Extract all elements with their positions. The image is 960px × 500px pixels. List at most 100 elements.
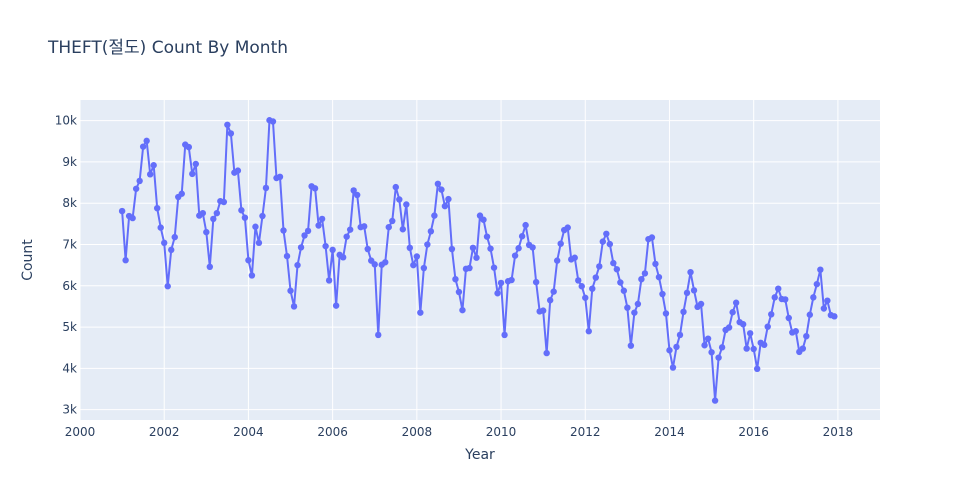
data-point[interactable] <box>669 364 677 371</box>
data-point[interactable] <box>792 328 799 335</box>
data-point[interactable] <box>339 254 347 261</box>
data-point[interactable] <box>564 224 571 231</box>
data-point[interactable] <box>711 397 719 404</box>
data-point[interactable] <box>455 288 463 296</box>
data-point[interactable] <box>420 264 428 272</box>
data-point[interactable] <box>259 212 266 220</box>
data-point[interactable] <box>361 223 368 230</box>
data-point[interactable] <box>578 283 585 290</box>
data-point[interactable] <box>161 239 168 247</box>
data-point[interactable] <box>146 171 154 178</box>
data-point[interactable] <box>585 328 592 335</box>
data-point[interactable] <box>648 234 656 241</box>
data-point[interactable] <box>539 307 547 314</box>
data-point[interactable] <box>346 226 354 233</box>
data-point[interactable] <box>297 244 305 251</box>
data-point[interactable] <box>768 311 775 318</box>
data-point[interactable] <box>518 233 526 240</box>
data-point[interactable] <box>732 299 740 306</box>
data-point[interactable] <box>655 273 663 281</box>
data-point[interactable] <box>227 130 235 137</box>
data-point[interactable] <box>371 261 378 268</box>
data-point[interactable] <box>139 143 147 150</box>
data-point[interactable] <box>441 202 449 210</box>
data-point[interactable] <box>213 209 221 217</box>
data-point[interactable] <box>571 254 578 261</box>
data-point[interactable] <box>641 270 649 277</box>
data-point[interactable] <box>817 266 824 273</box>
data-point[interactable] <box>546 297 554 304</box>
data-point[interactable] <box>725 324 733 331</box>
data-point[interactable] <box>392 183 399 191</box>
data-point[interactable] <box>803 332 810 340</box>
data-point[interactable] <box>143 137 150 145</box>
data-point[interactable] <box>662 310 670 317</box>
data-point[interactable] <box>417 309 424 316</box>
data-point[interactable] <box>248 272 256 279</box>
data-point[interactable] <box>210 215 217 223</box>
data-point[interactable] <box>434 180 442 188</box>
data-point[interactable] <box>382 259 389 266</box>
data-point[interactable] <box>746 330 754 337</box>
data-point[interactable] <box>715 354 722 361</box>
data-point[interactable] <box>189 170 196 178</box>
data-point[interactable] <box>290 303 298 310</box>
data-point[interactable] <box>831 313 838 320</box>
data-point[interactable] <box>575 277 582 284</box>
data-point[interactable] <box>673 343 680 351</box>
data-point[interactable] <box>683 289 691 297</box>
data-point[interactable] <box>224 121 231 128</box>
data-point[interactable] <box>680 308 687 316</box>
data-point[interactable] <box>375 331 382 339</box>
data-point[interactable] <box>652 260 659 268</box>
data-point[interactable] <box>483 233 491 240</box>
data-point[interactable] <box>431 212 438 219</box>
data-point[interactable] <box>490 264 498 271</box>
data-point[interactable] <box>287 287 294 294</box>
data-point[interactable] <box>276 173 284 180</box>
data-point[interactable] <box>515 245 522 252</box>
data-point[interactable] <box>469 244 477 252</box>
data-point[interactable] <box>396 196 403 203</box>
data-point[interactable] <box>697 300 705 308</box>
data-point[interactable] <box>775 285 782 292</box>
data-point[interactable] <box>511 252 519 259</box>
data-point[interactable] <box>427 228 435 235</box>
data-point[interactable] <box>592 274 599 281</box>
data-point[interactable] <box>782 296 789 303</box>
data-point[interactable] <box>164 283 171 290</box>
data-point[interactable] <box>445 195 452 203</box>
data-point[interactable] <box>638 276 645 283</box>
data-point[interactable] <box>813 280 821 288</box>
data-point[interactable] <box>550 288 557 295</box>
data-point[interactable] <box>315 222 322 229</box>
data-point[interactable] <box>743 345 750 352</box>
data-point[interactable] <box>599 238 607 245</box>
data-point[interactable] <box>157 224 164 231</box>
data-point[interactable] <box>118 207 126 215</box>
data-point[interactable] <box>701 342 708 349</box>
data-point[interactable] <box>364 245 371 253</box>
data-point[interactable] <box>729 309 736 316</box>
data-point[interactable] <box>659 290 666 298</box>
data-point[interactable] <box>234 167 242 174</box>
data-point[interactable] <box>501 331 508 339</box>
data-point[interactable] <box>424 241 431 248</box>
data-point[interactable] <box>708 349 715 356</box>
data-point[interactable] <box>603 230 610 237</box>
data-point[interactable] <box>132 185 140 192</box>
data-point[interactable] <box>750 345 757 353</box>
data-point[interactable] <box>589 285 596 292</box>
data-point[interactable] <box>403 201 410 208</box>
data-point[interactable] <box>185 143 192 151</box>
data-point[interactable] <box>269 118 277 125</box>
data-point[interactable] <box>294 261 301 269</box>
data-point[interactable] <box>322 242 329 250</box>
data-point[interactable] <box>171 233 178 241</box>
data-point[interactable] <box>824 297 831 304</box>
data-point[interactable] <box>634 300 642 308</box>
data-point[interactable] <box>129 214 136 222</box>
data-point[interactable] <box>810 294 817 301</box>
data-point[interactable] <box>150 162 157 169</box>
data-point[interactable] <box>799 345 807 352</box>
